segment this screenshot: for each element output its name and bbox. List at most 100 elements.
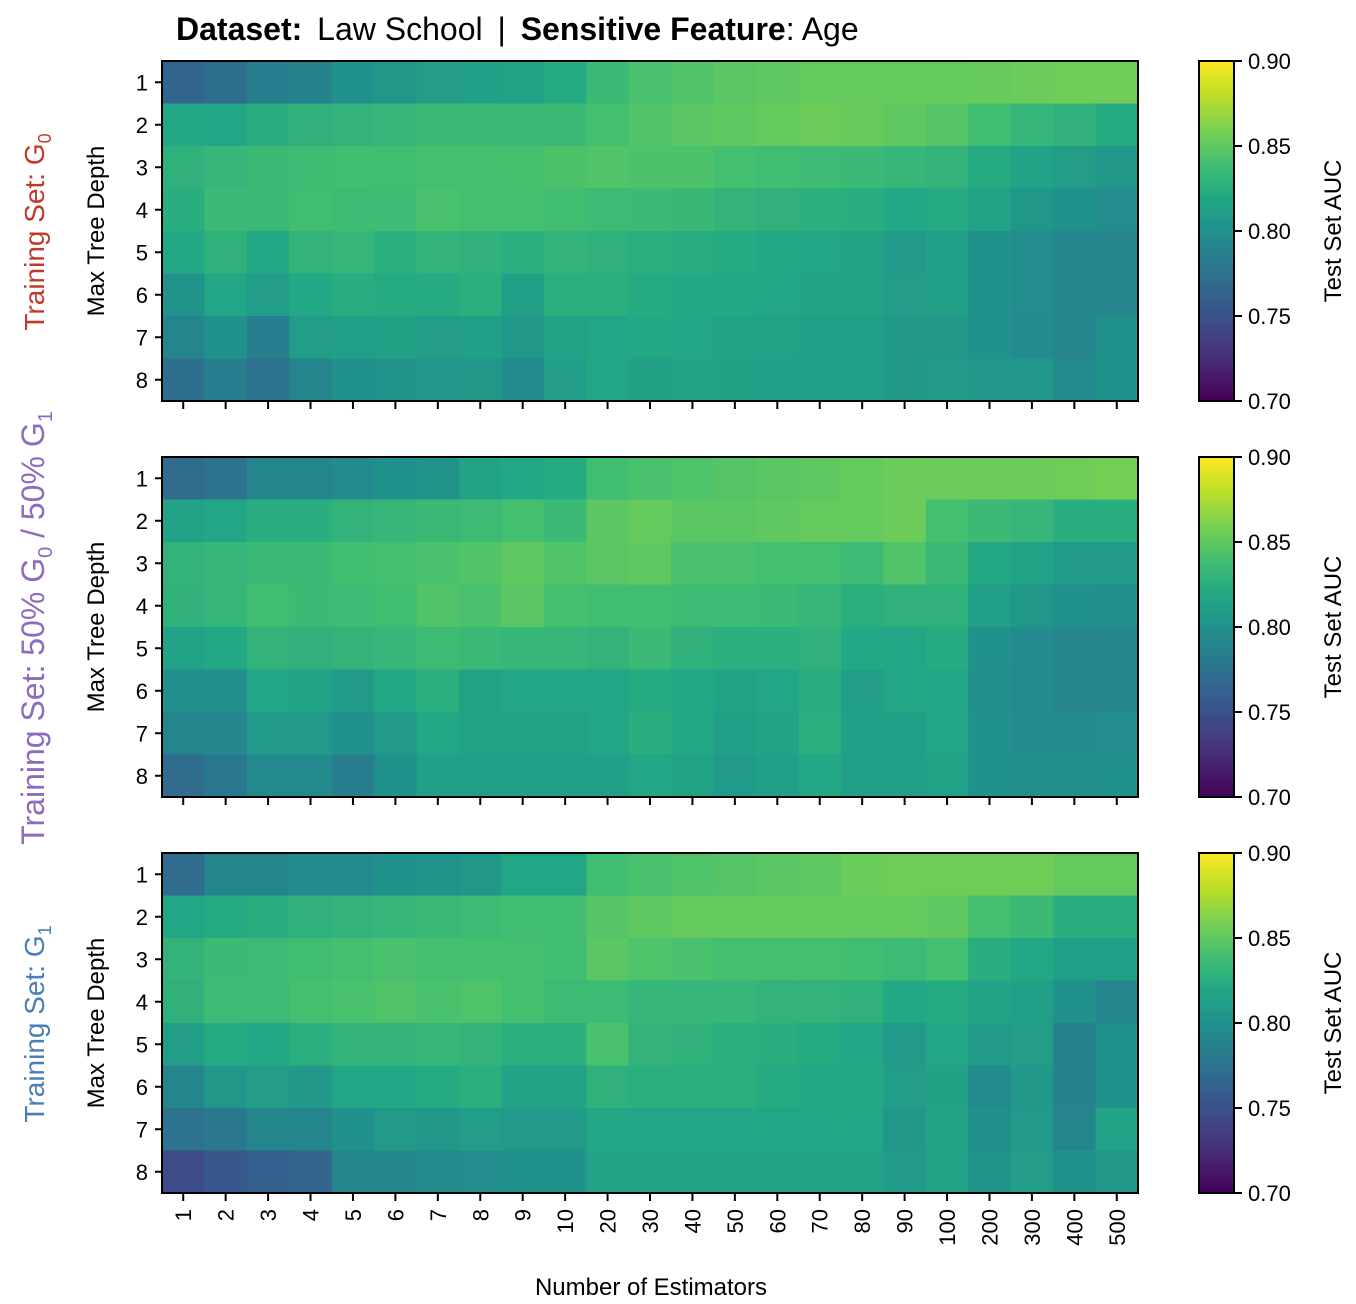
heatmap-cell [204, 1150, 248, 1194]
colorbar [1198, 60, 1235, 402]
heatmap-cell [162, 61, 206, 105]
heatmap-cell [289, 499, 333, 543]
heatmap-cell [416, 457, 460, 501]
heatmap-cell [374, 584, 418, 628]
heatmap-cell [586, 712, 630, 756]
heatmap-cell [840, 1150, 884, 1194]
heatmap-cell [756, 1023, 800, 1067]
heatmap-cell [501, 980, 545, 1024]
heatmap-cell [459, 542, 503, 586]
heatmap-cell [331, 1150, 375, 1194]
heatmap-cell [204, 895, 248, 939]
heatmap-cell [1010, 231, 1054, 275]
y-axis-label: Max Tree Depth [83, 938, 110, 1109]
heatmap-cell [756, 146, 800, 190]
heatmap-cell [798, 584, 842, 628]
heatmap-cell [501, 61, 545, 105]
heatmap-cell [671, 316, 715, 360]
heatmap-cell [756, 938, 800, 982]
heatmap-cell [416, 980, 460, 1024]
heatmap-cell [1053, 584, 1097, 628]
heatmap-cell [586, 627, 630, 671]
heatmap-cell [246, 853, 290, 897]
heatmap-cell [798, 499, 842, 543]
heatmap-cell [840, 627, 884, 671]
heatmap-cell [331, 146, 375, 190]
heatmap-cell [756, 1108, 800, 1152]
colorbar-tick-label: 0.90 [1248, 49, 1291, 74]
x-tick-label: 90 [893, 1209, 918, 1233]
heatmap-cell [501, 1150, 545, 1194]
heatmap-cell [501, 1023, 545, 1067]
heatmap-cell [756, 542, 800, 586]
heatmap-cell [1095, 358, 1139, 402]
heatmap-cell [416, 627, 460, 671]
heatmap-cell [374, 1150, 418, 1194]
heatmap-cell [459, 853, 503, 897]
heatmap-cell [1095, 669, 1139, 713]
heatmap-cell [501, 584, 545, 628]
heatmap-cell [1053, 103, 1097, 147]
heatmap-cell [204, 938, 248, 982]
heatmap-cell [968, 146, 1012, 190]
heatmap-cell [543, 938, 587, 982]
heatmap-cell [586, 1065, 630, 1109]
heatmap-cell [289, 273, 333, 317]
heatmap-cell [416, 1023, 460, 1067]
colorbar-tick-label: 0.70 [1248, 389, 1291, 414]
heatmap-cell [374, 1108, 418, 1152]
heatmap-cell [968, 1065, 1012, 1109]
heatmap-cell [671, 895, 715, 939]
heatmap-cell [416, 61, 460, 105]
heatmap-cell [459, 1023, 503, 1067]
heatmap-cell [204, 499, 248, 543]
colorbar-label: Test Set AUC [1320, 556, 1347, 699]
heatmap-cell [968, 712, 1012, 756]
heatmap-cell [1053, 231, 1097, 275]
panel-label-mixed: Training Set: 50% G0 / 50% G1 [15, 411, 57, 845]
heatmap-cell [798, 669, 842, 713]
heatmap-cell [1010, 358, 1054, 402]
heatmap-cell [1095, 188, 1139, 232]
heatmap-cell [883, 61, 927, 105]
heatmap-cell [671, 712, 715, 756]
heatmap-cell [925, 316, 969, 360]
heatmap-cell [416, 542, 460, 586]
heatmap-cell [968, 457, 1012, 501]
heatmap-cell [331, 103, 375, 147]
heatmap-cell [628, 457, 672, 501]
heatmap-cell [628, 358, 672, 402]
heatmap-cell [586, 316, 630, 360]
heatmap-cell [501, 938, 545, 982]
heatmap-cell [162, 627, 206, 671]
heatmap-cell [289, 146, 333, 190]
y-tick-label: 3 [136, 947, 148, 972]
heatmap-cell [162, 316, 206, 360]
heatmap-cell [586, 980, 630, 1024]
heatmap-cell [628, 316, 672, 360]
heatmap-cell [628, 273, 672, 317]
colorbar-tick-label: 0.80 [1248, 1011, 1291, 1036]
heatmap-cell [713, 754, 757, 798]
heatmap-cell [840, 457, 884, 501]
heatmap-cell [1095, 938, 1139, 982]
heatmap-cell [416, 231, 460, 275]
heatmap-cell [671, 980, 715, 1024]
heatmap-cell [883, 853, 927, 897]
heatmap-cell [289, 627, 333, 671]
heatmap-cell [798, 316, 842, 360]
y-tick-label: 7 [136, 325, 148, 350]
heatmap-cell [713, 584, 757, 628]
heatmap-cell [204, 853, 248, 897]
y-tick-label: 8 [136, 1160, 148, 1185]
heatmap-cell [289, 938, 333, 982]
heatmap-cell [713, 146, 757, 190]
heatmap-cell [713, 61, 757, 105]
heatmap-cell [628, 980, 672, 1024]
panel-label-g1: Training Set: G1 [19, 925, 55, 1122]
heatmap-cell [543, 853, 587, 897]
x-tick-label: 8 [468, 1209, 493, 1221]
heatmap-cell [840, 146, 884, 190]
heatmap-cell [246, 457, 290, 501]
y-tick-label: 4 [136, 198, 148, 223]
